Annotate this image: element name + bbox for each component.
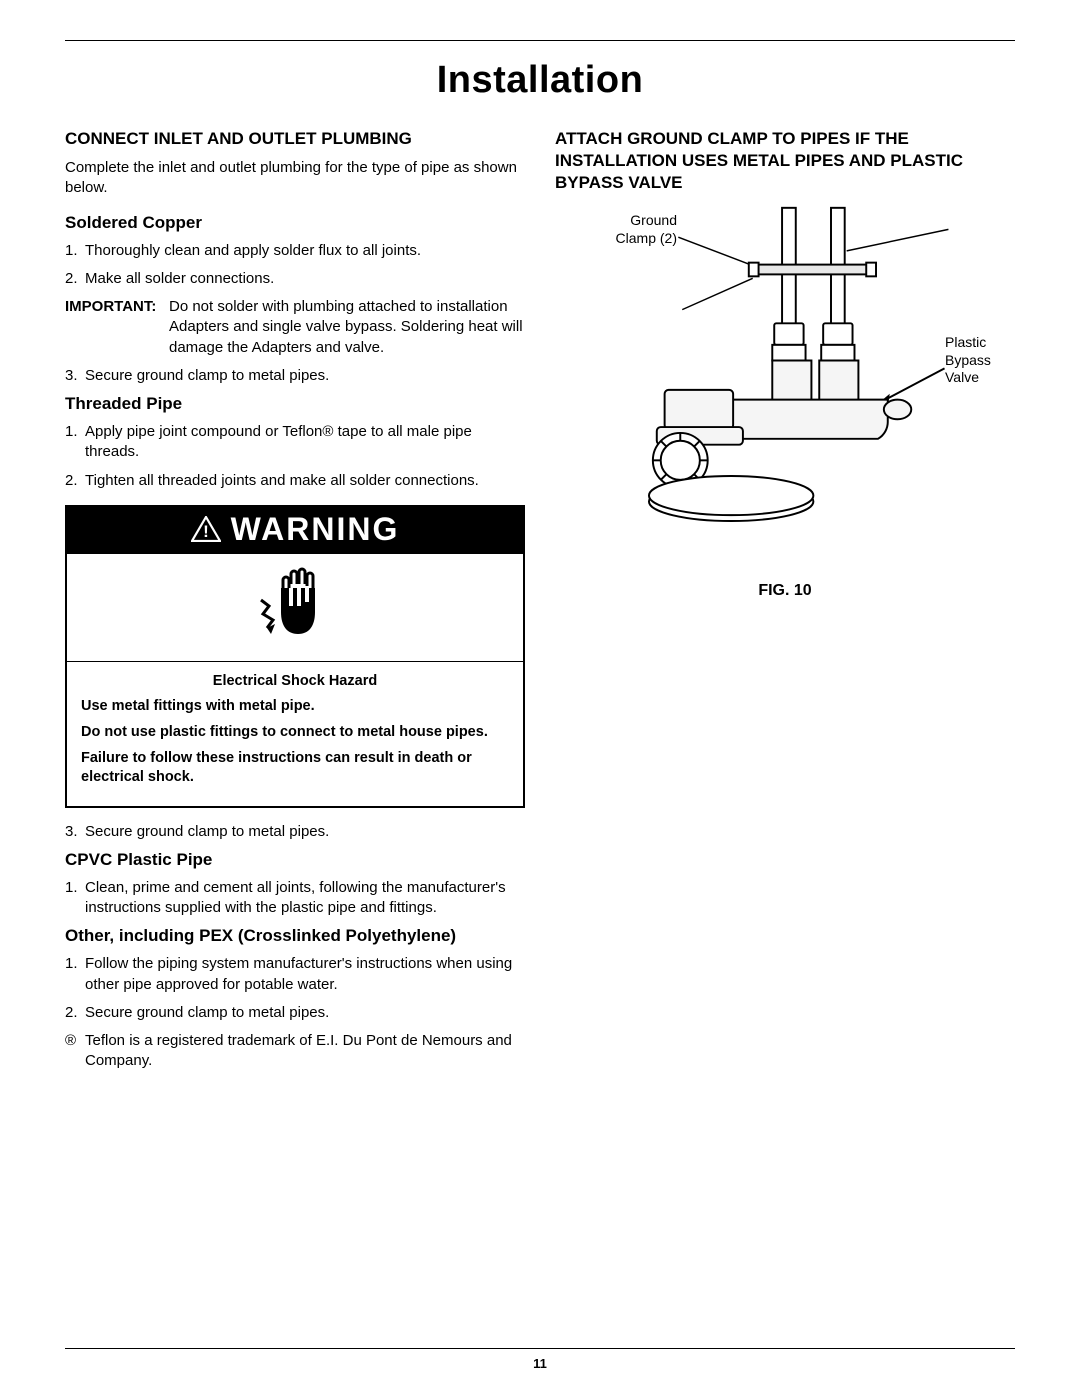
warning-hazard-title: Electrical Shock Hazard: [81, 672, 509, 692]
figure-10: GroundClamp (2) PlasticBypassValve: [555, 204, 1015, 564]
warning-header-text: WARNING: [231, 511, 400, 548]
threaded-step-1: Apply pipe joint compound or Teflon® tap…: [65, 422, 525, 463]
warning-line-2: Do not use plastic fittings to connect t…: [81, 723, 509, 743]
warning-line-1: Use metal fittings with metal pipe.: [81, 697, 509, 717]
left-column: CONNECT INLET AND OUTLET PLUMB­ING Compl…: [65, 128, 525, 1072]
shock-hand-icon: [255, 635, 335, 652]
label-ground-clamp: GroundClamp (2): [597, 212, 677, 247]
warning-line-3: Failure to follow these instructions can…: [81, 749, 509, 788]
heading-soldered-copper: Soldered Copper: [65, 213, 525, 233]
warning-triangle-icon: !: [191, 516, 221, 542]
heading-ground-clamp: ATTACH GROUND CLAMP TO PIPES IF THE INST…: [555, 128, 1015, 194]
heading-other-pex: Other, including PEX (Crosslinked Polyet…: [65, 926, 525, 946]
bottom-rule: [65, 1348, 1015, 1349]
soldered-steps: Thoroughly clean and apply solder flux t…: [65, 241, 525, 290]
page-title: Installation: [65, 59, 1015, 102]
warning-body: Electrical Shock Hazard Use metal fittin…: [67, 662, 523, 806]
other-step-2: Secure ground clamp to metal pipes.: [65, 1003, 525, 1023]
threaded-steps: Apply pipe joint compound or Teflon® tap…: [65, 422, 525, 491]
cpvc-steps: Clean, prime and cement all joints, foll…: [65, 878, 525, 919]
heading-threaded-pipe: Threaded Pipe: [65, 394, 525, 414]
threaded-step-2: Tighten all threaded joints and make all…: [65, 471, 525, 491]
warning-box: ! WARNING: [65, 505, 525, 808]
page-number: 11: [0, 1356, 1080, 1371]
right-column: ATTACH GROUND CLAMP TO PIPES IF THE INST…: [555, 128, 1015, 1072]
important-label: IMPORTANT:: [65, 297, 169, 358]
top-rule: [65, 40, 1015, 41]
intro-text: Complete the inlet and outlet plumbing f…: [65, 158, 525, 199]
important-note: IMPORTANT: Do not solder with plumbing a…: [65, 297, 525, 358]
heading-cpvc: CPVC Plastic Pipe: [65, 850, 525, 870]
other-steps: Follow the piping system manufacturer's …: [65, 954, 525, 1023]
label-bypass-valve: PlasticBypassValve: [945, 334, 1015, 387]
cpvc-step-1: Clean, prime and cement all joints, foll…: [65, 878, 525, 919]
soldered-step-2: Make all solder connections.: [65, 269, 525, 289]
soldered-step-3: Secure ground clamp to metal pipes.: [65, 366, 525, 386]
svg-text:!: !: [203, 522, 209, 541]
threaded-step-3: Secure ground clamp to metal pipes.: [65, 822, 525, 842]
threaded-steps-cont: Secure ground clamp to metal pipes.: [65, 822, 525, 842]
content-columns: CONNECT INLET AND OUTLET PLUMB­ING Compl…: [65, 128, 1015, 1072]
warning-header: ! WARNING: [67, 507, 523, 554]
soldered-step-1: Thoroughly clean and apply solder flux t…: [65, 241, 525, 261]
important-text: Do not solder with plumbing attached to …: [169, 297, 525, 358]
figure-caption: FIG. 10: [555, 582, 1015, 600]
warning-icon-area: [67, 554, 523, 662]
heading-connect-plumbing: CONNECT INLET AND OUTLET PLUMB­ING: [65, 128, 525, 150]
teflon-footnote: Teflon is a registered trademark of E.I.…: [65, 1031, 525, 1072]
other-step-1: Follow the piping system manufacturer's …: [65, 954, 525, 995]
soldered-steps-cont: Secure ground clamp to metal pipes.: [65, 366, 525, 386]
